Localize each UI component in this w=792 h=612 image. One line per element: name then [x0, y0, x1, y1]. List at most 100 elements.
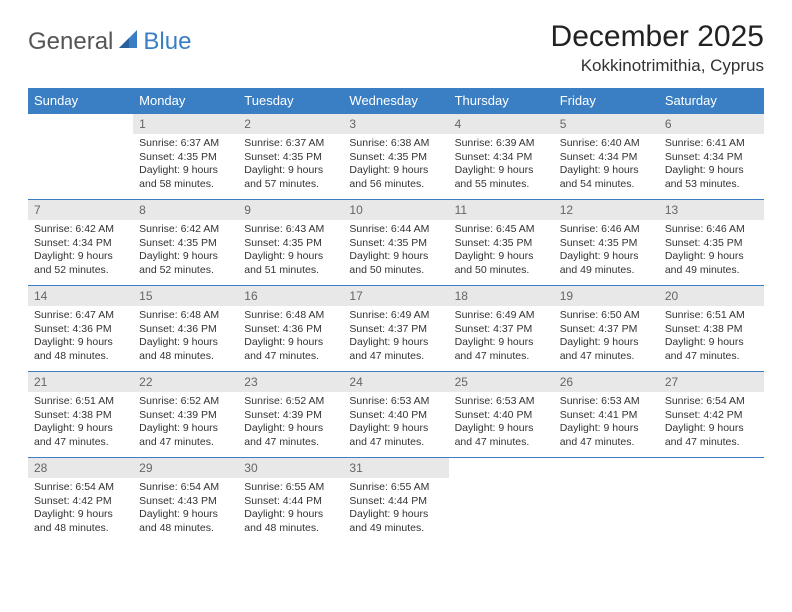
calendar-cell: 26Sunrise: 6:53 AMSunset: 4:41 PMDayligh…: [554, 372, 659, 458]
location-label: Kokkinotrimithia, Cyprus: [551, 56, 764, 76]
day-number: 15: [133, 286, 238, 306]
day-content: Sunrise: 6:42 AMSunset: 4:35 PMDaylight:…: [133, 220, 238, 282]
day-number: 3: [343, 114, 448, 134]
calendar-cell: 12Sunrise: 6:46 AMSunset: 4:35 PMDayligh…: [554, 200, 659, 286]
day-number: 14: [28, 286, 133, 306]
day-content: Sunrise: 6:38 AMSunset: 4:35 PMDaylight:…: [343, 134, 448, 196]
day-content: Sunrise: 6:43 AMSunset: 4:35 PMDaylight:…: [238, 220, 343, 282]
day-content: Sunrise: 6:53 AMSunset: 4:41 PMDaylight:…: [554, 392, 659, 454]
weekday-header: Monday: [133, 88, 238, 114]
day-content: Sunrise: 6:51 AMSunset: 4:38 PMDaylight:…: [659, 306, 764, 368]
calendar-cell: 1Sunrise: 6:37 AMSunset: 4:35 PMDaylight…: [133, 114, 238, 200]
calendar-cell: 4Sunrise: 6:39 AMSunset: 4:34 PMDaylight…: [449, 114, 554, 200]
logo-text-general: General: [28, 28, 113, 56]
calendar-cell: 25Sunrise: 6:53 AMSunset: 4:40 PMDayligh…: [449, 372, 554, 458]
day-content: Sunrise: 6:52 AMSunset: 4:39 PMDaylight:…: [238, 392, 343, 454]
calendar-cell: 20Sunrise: 6:51 AMSunset: 4:38 PMDayligh…: [659, 286, 764, 372]
weekday-header: Friday: [554, 88, 659, 114]
calendar-week-row: ..1Sunrise: 6:37 AMSunset: 4:35 PMDaylig…: [28, 114, 764, 200]
day-number: 23: [238, 372, 343, 392]
day-number: 11: [449, 200, 554, 220]
day-content: Sunrise: 6:52 AMSunset: 4:39 PMDaylight:…: [133, 392, 238, 454]
day-content: Sunrise: 6:40 AMSunset: 4:34 PMDaylight:…: [554, 134, 659, 196]
day-content: Sunrise: 6:49 AMSunset: 4:37 PMDaylight:…: [449, 306, 554, 368]
weekday-header: Saturday: [659, 88, 764, 114]
calendar-cell: 7Sunrise: 6:42 AMSunset: 4:34 PMDaylight…: [28, 200, 133, 286]
day-content: Sunrise: 6:46 AMSunset: 4:35 PMDaylight:…: [659, 220, 764, 282]
calendar-cell: 11Sunrise: 6:45 AMSunset: 4:35 PMDayligh…: [449, 200, 554, 286]
day-number: 10: [343, 200, 448, 220]
calendar-cell: ..: [449, 458, 554, 544]
day-content: Sunrise: 6:46 AMSunset: 4:35 PMDaylight:…: [554, 220, 659, 282]
calendar-cell: 19Sunrise: 6:50 AMSunset: 4:37 PMDayligh…: [554, 286, 659, 372]
day-number: 28: [28, 458, 133, 478]
day-content: Sunrise: 6:47 AMSunset: 4:36 PMDaylight:…: [28, 306, 133, 368]
day-content: Sunrise: 6:51 AMSunset: 4:38 PMDaylight:…: [28, 392, 133, 454]
day-content: Sunrise: 6:50 AMSunset: 4:37 PMDaylight:…: [554, 306, 659, 368]
calendar-cell: ..: [659, 458, 764, 544]
day-content: Sunrise: 6:55 AMSunset: 4:44 PMDaylight:…: [343, 478, 448, 540]
day-number: 27: [659, 372, 764, 392]
calendar-cell: 21Sunrise: 6:51 AMSunset: 4:38 PMDayligh…: [28, 372, 133, 458]
logo-text-blue: Blue: [143, 28, 191, 56]
day-number: 25: [449, 372, 554, 392]
day-number: 20: [659, 286, 764, 306]
calendar-cell: 5Sunrise: 6:40 AMSunset: 4:34 PMDaylight…: [554, 114, 659, 200]
day-number: 18: [449, 286, 554, 306]
logo-sail-icon: [119, 30, 141, 55]
day-number: 19: [554, 286, 659, 306]
day-number: 4: [449, 114, 554, 134]
day-content: Sunrise: 6:49 AMSunset: 4:37 PMDaylight:…: [343, 306, 448, 368]
day-number: 24: [343, 372, 448, 392]
calendar-week-row: 21Sunrise: 6:51 AMSunset: 4:38 PMDayligh…: [28, 372, 764, 458]
day-number: 17: [343, 286, 448, 306]
day-content: Sunrise: 6:39 AMSunset: 4:34 PMDaylight:…: [449, 134, 554, 196]
day-number: 5: [554, 114, 659, 134]
day-number: 30: [238, 458, 343, 478]
calendar-cell: 30Sunrise: 6:55 AMSunset: 4:44 PMDayligh…: [238, 458, 343, 544]
day-content: Sunrise: 6:48 AMSunset: 4:36 PMDaylight:…: [238, 306, 343, 368]
calendar-cell: 23Sunrise: 6:52 AMSunset: 4:39 PMDayligh…: [238, 372, 343, 458]
calendar-cell: 10Sunrise: 6:44 AMSunset: 4:35 PMDayligh…: [343, 200, 448, 286]
calendar-body: ..1Sunrise: 6:37 AMSunset: 4:35 PMDaylig…: [28, 114, 764, 544]
calendar-week-row: 7Sunrise: 6:42 AMSunset: 4:34 PMDaylight…: [28, 200, 764, 286]
day-content: Sunrise: 6:53 AMSunset: 4:40 PMDaylight:…: [343, 392, 448, 454]
day-number: 8: [133, 200, 238, 220]
day-content: Sunrise: 6:54 AMSunset: 4:42 PMDaylight:…: [28, 478, 133, 540]
day-content: Sunrise: 6:37 AMSunset: 4:35 PMDaylight:…: [238, 134, 343, 196]
calendar-cell: 16Sunrise: 6:48 AMSunset: 4:36 PMDayligh…: [238, 286, 343, 372]
day-content: Sunrise: 6:44 AMSunset: 4:35 PMDaylight:…: [343, 220, 448, 282]
day-content: Sunrise: 6:45 AMSunset: 4:35 PMDaylight:…: [449, 220, 554, 282]
calendar-cell: 24Sunrise: 6:53 AMSunset: 4:40 PMDayligh…: [343, 372, 448, 458]
calendar-cell: 27Sunrise: 6:54 AMSunset: 4:42 PMDayligh…: [659, 372, 764, 458]
day-number: 1: [133, 114, 238, 134]
day-number: 29: [133, 458, 238, 478]
day-content: Sunrise: 6:48 AMSunset: 4:36 PMDaylight:…: [133, 306, 238, 368]
page-title: December 2025: [551, 20, 764, 54]
day-number: 2: [238, 114, 343, 134]
day-content: Sunrise: 6:54 AMSunset: 4:42 PMDaylight:…: [659, 392, 764, 454]
day-number: 21: [28, 372, 133, 392]
calendar-cell: ..: [28, 114, 133, 200]
calendar-cell: 13Sunrise: 6:46 AMSunset: 4:35 PMDayligh…: [659, 200, 764, 286]
day-number: 26: [554, 372, 659, 392]
weekday-header: Sunday: [28, 88, 133, 114]
calendar-cell: 22Sunrise: 6:52 AMSunset: 4:39 PMDayligh…: [133, 372, 238, 458]
calendar-week-row: 14Sunrise: 6:47 AMSunset: 4:36 PMDayligh…: [28, 286, 764, 372]
day-number: 16: [238, 286, 343, 306]
day-number: 22: [133, 372, 238, 392]
day-content: Sunrise: 6:41 AMSunset: 4:34 PMDaylight:…: [659, 134, 764, 196]
calendar-cell: 8Sunrise: 6:42 AMSunset: 4:35 PMDaylight…: [133, 200, 238, 286]
calendar-cell: 31Sunrise: 6:55 AMSunset: 4:44 PMDayligh…: [343, 458, 448, 544]
calendar-cell: 2Sunrise: 6:37 AMSunset: 4:35 PMDaylight…: [238, 114, 343, 200]
day-number: 31: [343, 458, 448, 478]
calendar-cell: 14Sunrise: 6:47 AMSunset: 4:36 PMDayligh…: [28, 286, 133, 372]
day-number: 12: [554, 200, 659, 220]
weekday-header: Thursday: [449, 88, 554, 114]
day-content: Sunrise: 6:37 AMSunset: 4:35 PMDaylight:…: [133, 134, 238, 196]
calendar-cell: 6Sunrise: 6:41 AMSunset: 4:34 PMDaylight…: [659, 114, 764, 200]
calendar-cell: 9Sunrise: 6:43 AMSunset: 4:35 PMDaylight…: [238, 200, 343, 286]
calendar-week-row: 28Sunrise: 6:54 AMSunset: 4:42 PMDayligh…: [28, 458, 764, 544]
day-number: 7: [28, 200, 133, 220]
day-number: 9: [238, 200, 343, 220]
